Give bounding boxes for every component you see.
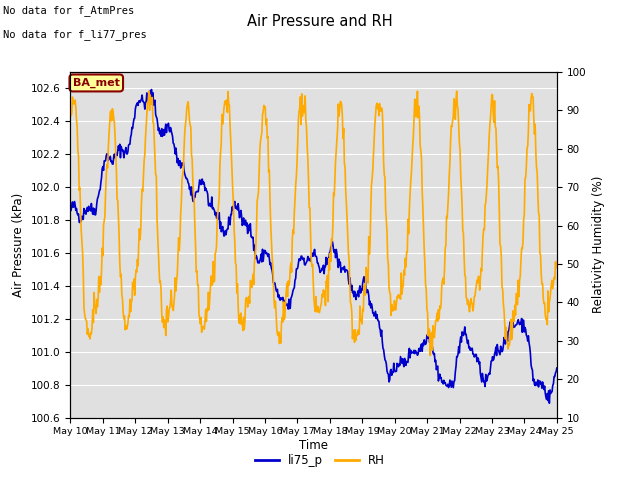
Legend: li75_p, RH: li75_p, RH — [250, 449, 390, 472]
Text: No data for f_AtmPres: No data for f_AtmPres — [3, 5, 134, 16]
Text: BA_met: BA_met — [73, 78, 120, 88]
Y-axis label: Air Pressure (kPa): Air Pressure (kPa) — [12, 192, 26, 297]
Y-axis label: Relativity Humidity (%): Relativity Humidity (%) — [592, 176, 605, 313]
Text: Air Pressure and RH: Air Pressure and RH — [247, 14, 393, 29]
X-axis label: Time: Time — [299, 439, 328, 452]
Text: No data for f_li77_pres: No data for f_li77_pres — [3, 29, 147, 40]
